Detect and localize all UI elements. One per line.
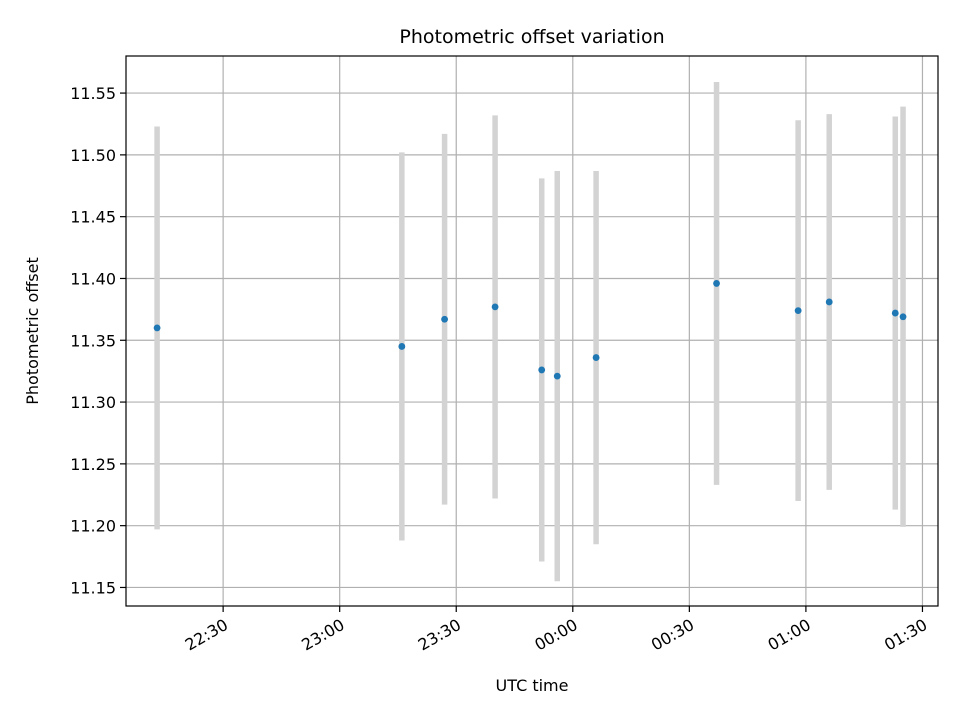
data-point (398, 343, 406, 350)
data-point (825, 298, 833, 306)
y-axis-ticks: 11.15 11.20 11.25 11.30 11.35 11.40 11.45 11.50… (70, 84, 126, 597)
grid (126, 56, 938, 606)
chart-title: Photometric offset variation (399, 26, 664, 48)
y-tick-label: 11.20 (70, 517, 116, 536)
y-tick-label: 11.15 (70, 578, 116, 597)
data-point (899, 313, 907, 321)
x-axis-label: UTC time (496, 676, 569, 695)
y-tick-label: 11.55 (70, 84, 116, 103)
y-axis-label: Photometric offset (23, 257, 42, 405)
data-point (891, 309, 899, 317)
data-point (441, 315, 448, 323)
data-point (153, 324, 161, 332)
data-point (794, 307, 802, 315)
y-tick-label: 11.30 (70, 393, 116, 412)
data-point (491, 303, 499, 311)
data-point (538, 366, 546, 374)
y-tick-label: 11.45 (70, 208, 116, 227)
plot-frame (125, 55, 939, 607)
y-tick-label: 11.25 (70, 455, 116, 474)
y-tick-label: 11.35 (70, 331, 116, 350)
data-point (553, 372, 561, 380)
data-point (592, 354, 600, 361)
data-point (713, 280, 720, 287)
data-points (153, 280, 907, 380)
y-tick-label: 11.50 (70, 146, 116, 165)
y-tick-label: 11.40 (70, 269, 116, 288)
